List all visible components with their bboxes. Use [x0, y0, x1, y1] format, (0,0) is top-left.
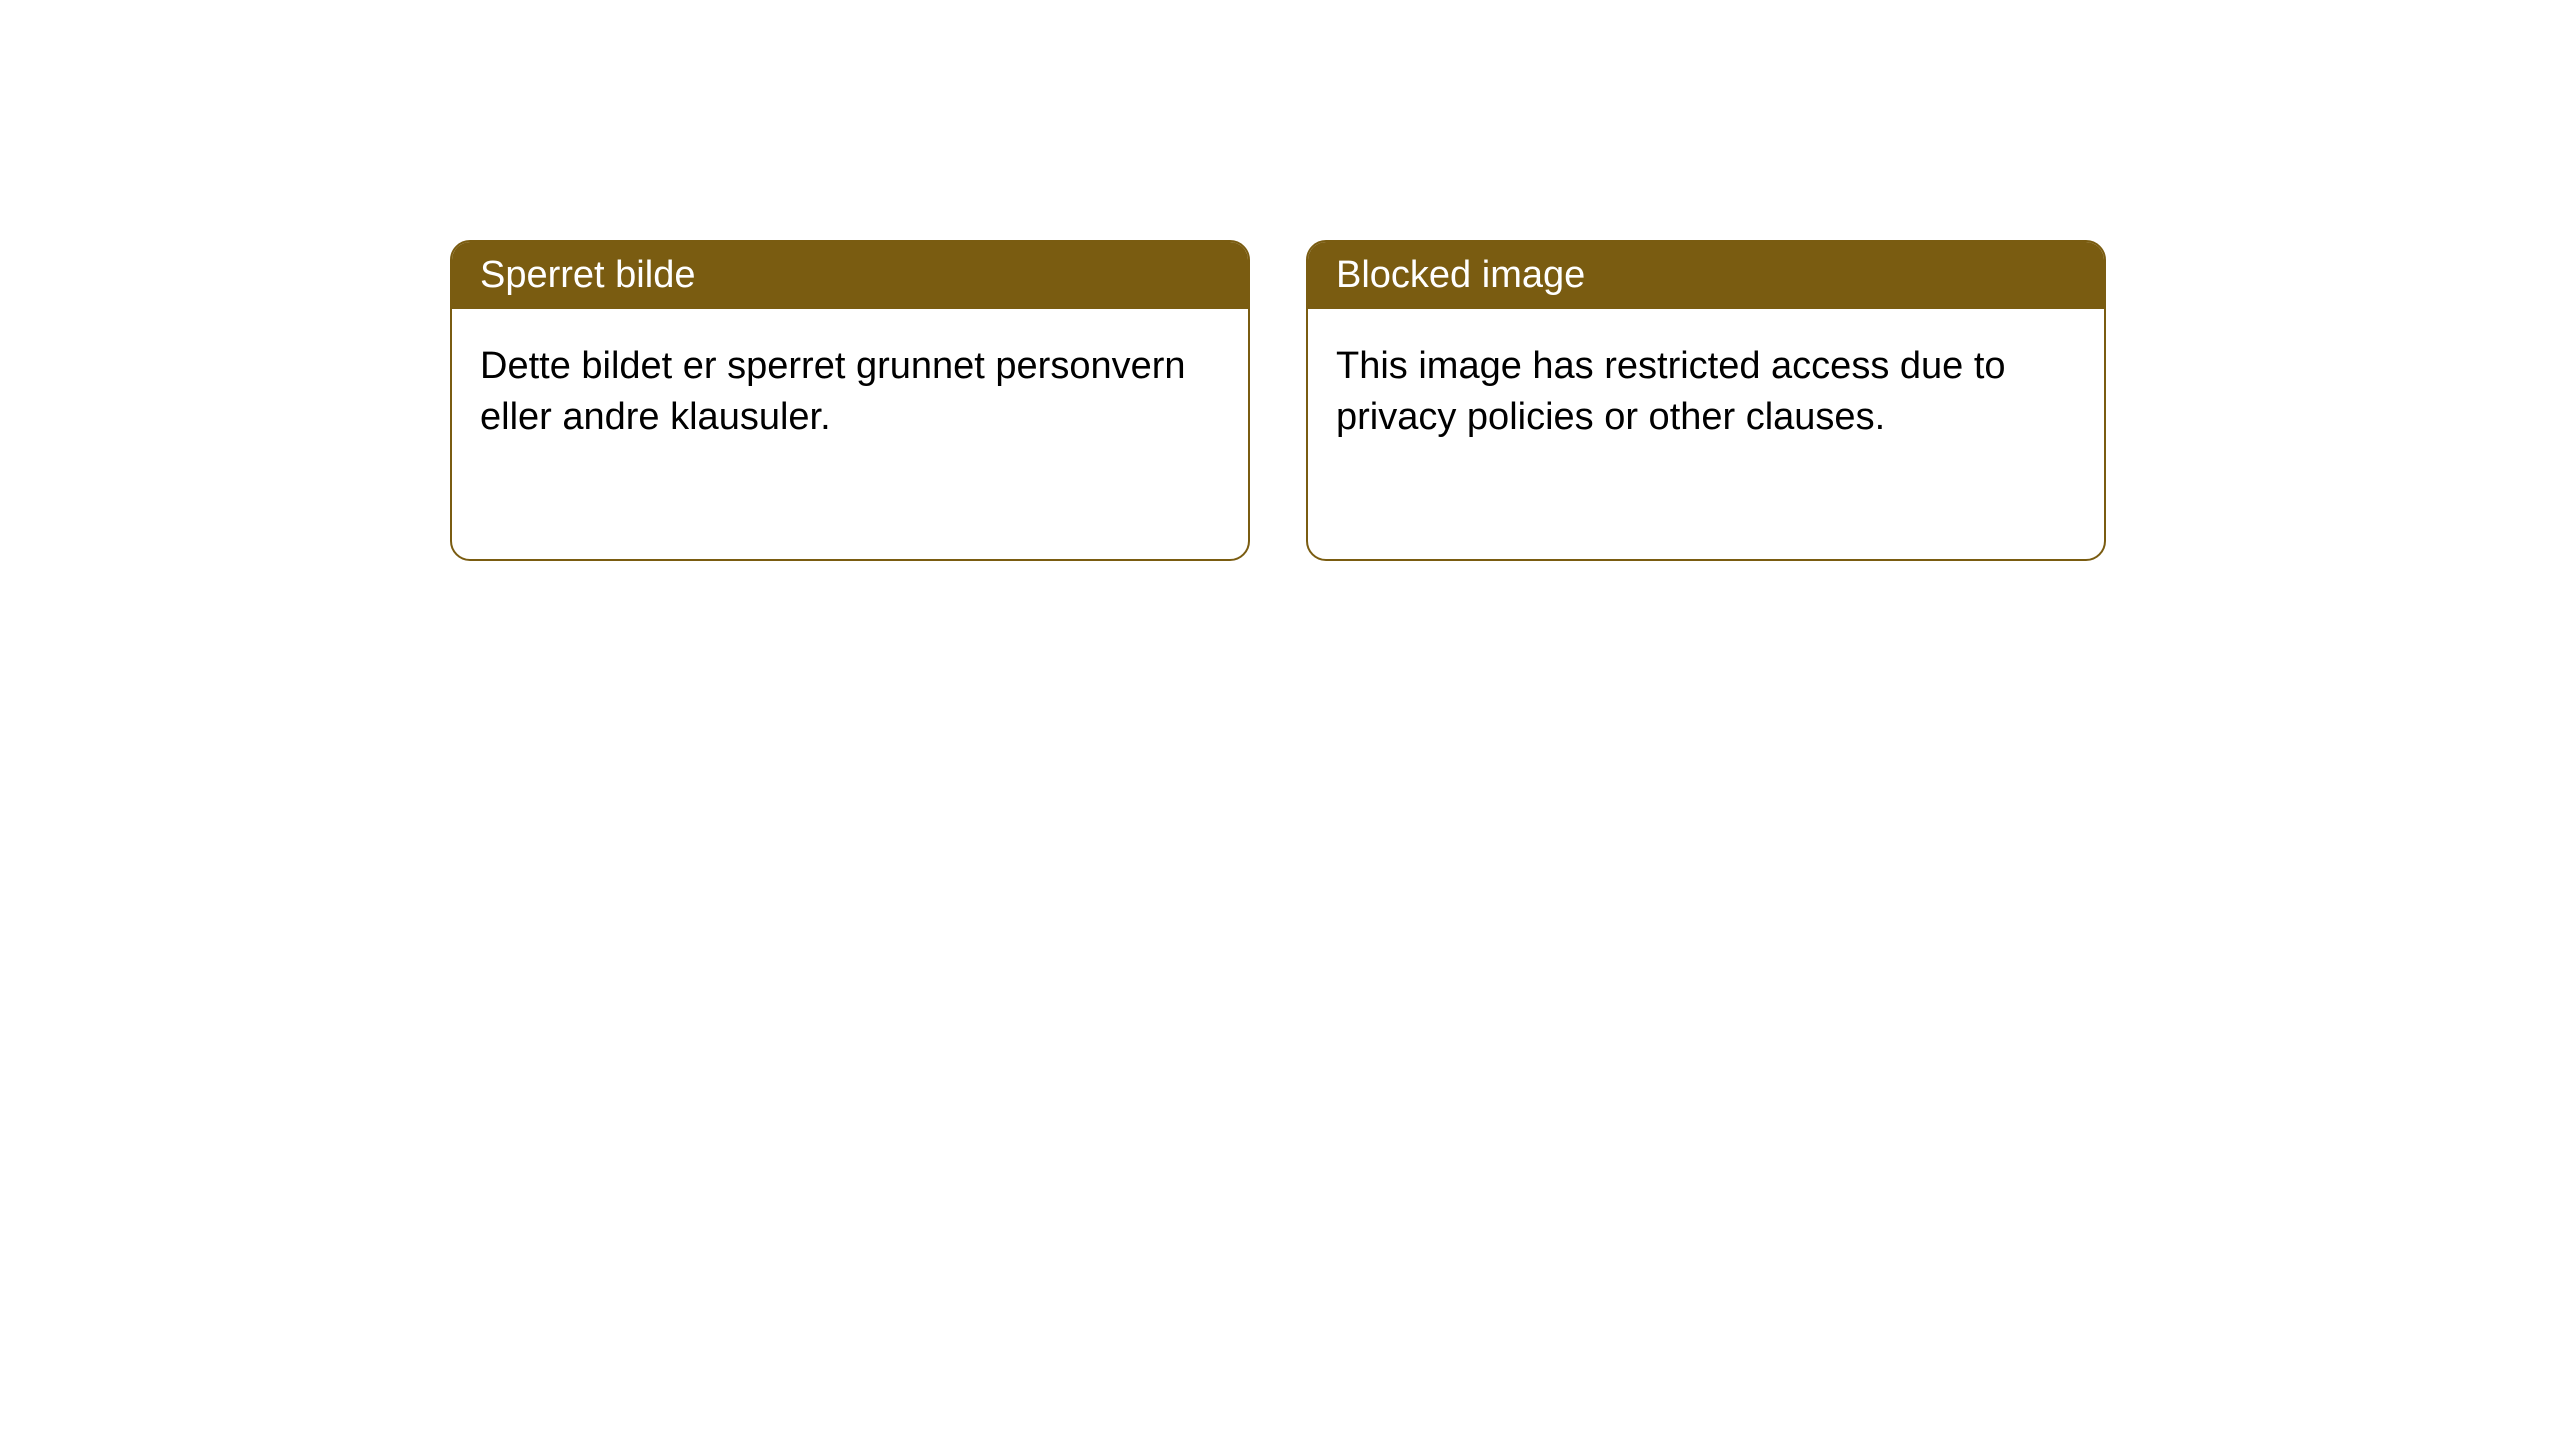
notice-body: This image has restricted access due to …	[1308, 309, 2104, 559]
notice-card-english: Blocked image This image has restricted …	[1306, 240, 2106, 561]
notice-body: Dette bildet er sperret grunnet personve…	[452, 309, 1248, 559]
notice-header: Blocked image	[1308, 242, 2104, 309]
notice-card-norwegian: Sperret bilde Dette bildet er sperret gr…	[450, 240, 1250, 561]
notice-container: Sperret bilde Dette bildet er sperret gr…	[450, 240, 2106, 561]
notice-header: Sperret bilde	[452, 242, 1248, 309]
